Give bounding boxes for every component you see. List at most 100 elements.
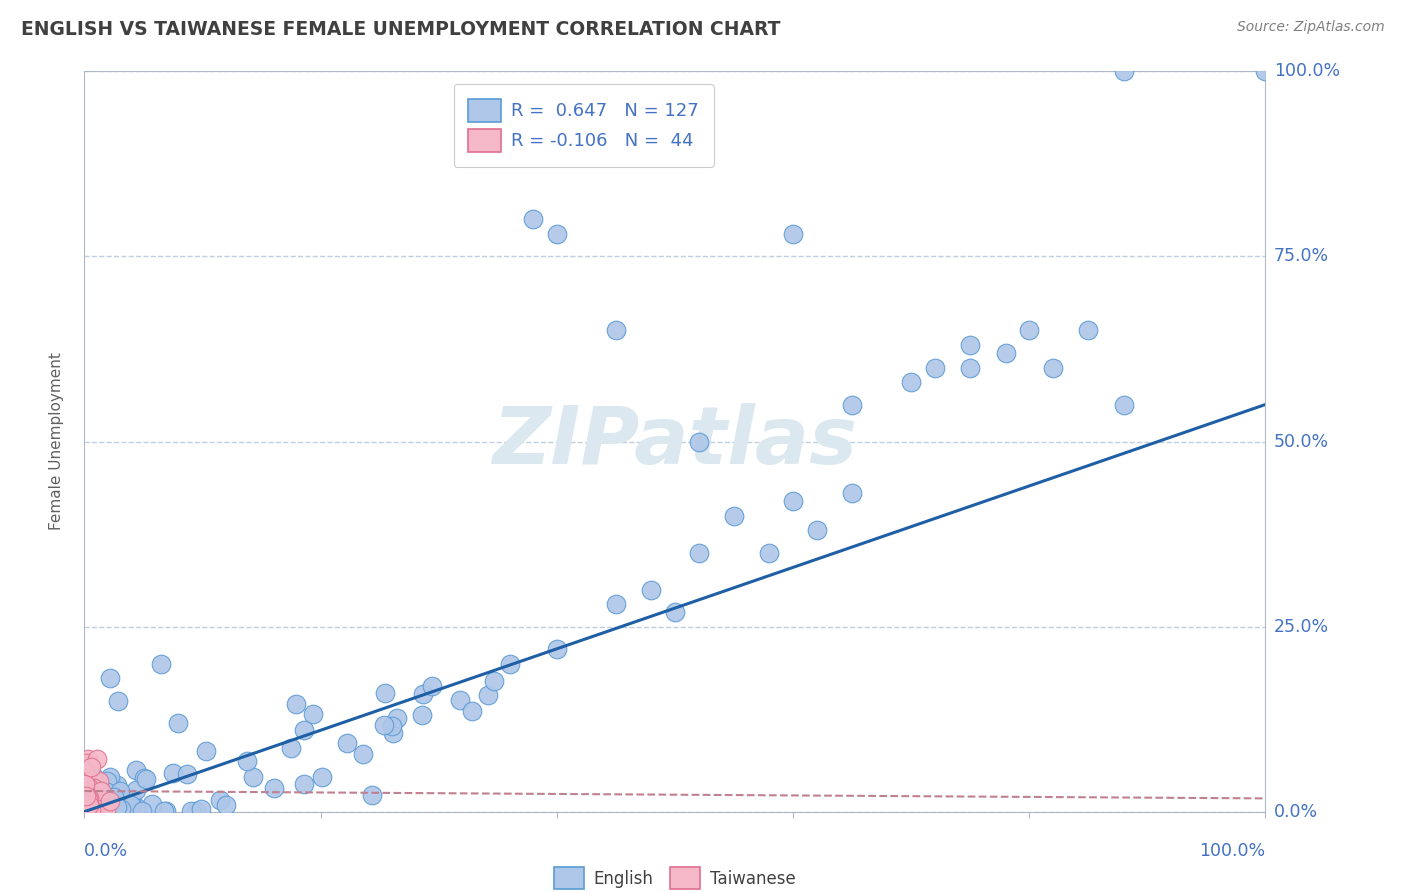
- Point: [76, 802, 98, 816]
- Point: [381, 719, 404, 733]
- Point: [98, 805, 121, 819]
- Point: [782, 493, 804, 508]
- Point: [87, 792, 110, 806]
- Point: [77, 752, 100, 766]
- Point: [105, 799, 128, 814]
- Point: [73, 802, 96, 816]
- Point: [900, 376, 922, 390]
- Point: [75, 777, 97, 791]
- Point: [75, 756, 97, 770]
- Point: [107, 694, 129, 708]
- Point: [292, 723, 315, 737]
- Point: [93, 800, 115, 814]
- Point: [180, 804, 202, 818]
- Point: [79, 765, 101, 780]
- Point: [93, 790, 115, 805]
- Point: [79, 792, 101, 806]
- Point: [484, 673, 506, 688]
- Point: [86, 805, 108, 819]
- Point: [75, 801, 97, 815]
- Point: [84, 775, 107, 789]
- Point: [75, 768, 97, 782]
- Point: [97, 799, 120, 814]
- Point: [1112, 398, 1135, 412]
- Text: ENGLISH VS TAIWANESE FEMALE UNEMPLOYMENT CORRELATION CHART: ENGLISH VS TAIWANESE FEMALE UNEMPLOYMENT…: [21, 20, 780, 38]
- Point: [1018, 324, 1040, 338]
- Point: [82, 769, 104, 783]
- Point: [90, 784, 112, 798]
- Point: [374, 686, 396, 700]
- Point: [75, 797, 97, 812]
- Point: [117, 798, 139, 813]
- Point: [215, 797, 238, 812]
- Point: [640, 582, 662, 597]
- Point: [79, 803, 101, 817]
- Point: [73, 789, 96, 804]
- Text: 0.0%: 0.0%: [1274, 803, 1317, 821]
- Point: [80, 776, 103, 790]
- Point: [176, 767, 198, 781]
- Point: [125, 783, 148, 797]
- Point: [108, 799, 131, 814]
- Point: [263, 780, 285, 795]
- Text: Source: ZipAtlas.com: Source: ZipAtlas.com: [1237, 20, 1385, 34]
- Point: [76, 802, 98, 816]
- Point: [110, 802, 132, 816]
- Text: 0.0%: 0.0%: [84, 842, 128, 860]
- Point: [90, 799, 112, 814]
- Point: [302, 707, 325, 722]
- Point: [605, 598, 627, 612]
- Point: [841, 398, 863, 412]
- Point: [84, 796, 107, 810]
- Point: [195, 744, 218, 758]
- Point: [664, 605, 686, 619]
- Point: [80, 780, 103, 795]
- Point: [76, 780, 98, 794]
- Point: [1077, 324, 1099, 338]
- Text: 75.0%: 75.0%: [1274, 247, 1329, 266]
- Point: [75, 789, 97, 803]
- Point: [311, 770, 333, 784]
- Point: [184, 805, 207, 819]
- Point: [112, 805, 135, 819]
- Point: [131, 804, 153, 818]
- Point: [75, 799, 97, 814]
- Point: [75, 805, 97, 819]
- Point: [924, 360, 946, 375]
- Point: [79, 800, 101, 814]
- Legend: English, Taiwanese: English, Taiwanese: [547, 861, 803, 892]
- Point: [96, 792, 118, 806]
- Point: [100, 770, 122, 784]
- Point: [77, 798, 100, 813]
- Point: [959, 338, 981, 352]
- Point: [149, 657, 172, 671]
- Point: [75, 790, 97, 805]
- Point: [87, 774, 110, 789]
- Point: [153, 804, 176, 818]
- Point: [96, 784, 118, 798]
- Point: [77, 792, 100, 806]
- Point: [76, 795, 98, 809]
- Point: [79, 800, 101, 814]
- Point: [96, 774, 118, 789]
- Point: [125, 799, 148, 814]
- Point: [135, 772, 157, 787]
- Point: [959, 360, 981, 375]
- Point: [86, 803, 108, 817]
- Point: [806, 524, 828, 538]
- Point: [108, 784, 131, 798]
- Point: [82, 794, 104, 808]
- Point: [75, 794, 97, 808]
- Point: [91, 802, 114, 816]
- Point: [994, 345, 1017, 359]
- Point: [76, 798, 98, 813]
- Point: [166, 715, 188, 730]
- Point: [86, 752, 108, 766]
- Point: [75, 792, 97, 806]
- Point: [101, 792, 124, 806]
- Point: [79, 790, 101, 805]
- Text: 50.0%: 50.0%: [1274, 433, 1329, 450]
- Point: [75, 798, 97, 813]
- Point: [498, 657, 520, 671]
- Point: [98, 672, 121, 686]
